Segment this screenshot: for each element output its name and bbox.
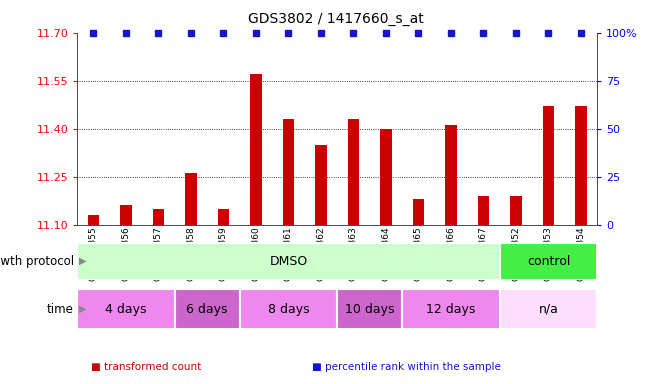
Text: 12 days: 12 days xyxy=(426,303,476,316)
Bar xyxy=(174,289,240,329)
Bar xyxy=(338,289,402,329)
Bar xyxy=(500,243,597,280)
Text: time: time xyxy=(47,303,74,316)
Bar xyxy=(315,145,327,225)
Bar xyxy=(500,289,597,329)
Bar xyxy=(478,196,489,225)
Bar xyxy=(380,129,392,225)
Text: ▶: ▶ xyxy=(79,304,87,314)
Bar xyxy=(510,196,521,225)
Bar xyxy=(282,119,294,225)
Text: growth protocol: growth protocol xyxy=(0,255,74,268)
Bar xyxy=(402,289,500,329)
Bar xyxy=(217,209,229,225)
Text: 6 days: 6 days xyxy=(187,303,228,316)
Bar xyxy=(543,106,554,225)
Bar xyxy=(120,205,132,225)
Bar xyxy=(575,106,586,225)
Text: ▶: ▶ xyxy=(79,256,87,266)
Bar xyxy=(88,215,99,225)
Text: DMSO: DMSO xyxy=(269,255,307,268)
Bar xyxy=(185,174,197,225)
Text: n/a: n/a xyxy=(539,303,558,316)
Text: 10 days: 10 days xyxy=(345,303,395,316)
Bar xyxy=(446,126,457,225)
Text: control: control xyxy=(527,255,570,268)
Bar xyxy=(348,119,359,225)
Bar xyxy=(240,289,338,329)
Text: 8 days: 8 days xyxy=(268,303,309,316)
Text: 4 days: 4 days xyxy=(105,303,147,316)
Text: GDS3802 / 1417660_s_at: GDS3802 / 1417660_s_at xyxy=(248,12,423,25)
Bar xyxy=(153,209,164,225)
Text: ■ percentile rank within the sample: ■ percentile rank within the sample xyxy=(312,362,501,372)
Text: ■ transformed count: ■ transformed count xyxy=(91,362,201,372)
Bar xyxy=(250,74,262,225)
Bar xyxy=(77,243,500,280)
Bar xyxy=(413,199,424,225)
Bar xyxy=(77,289,174,329)
